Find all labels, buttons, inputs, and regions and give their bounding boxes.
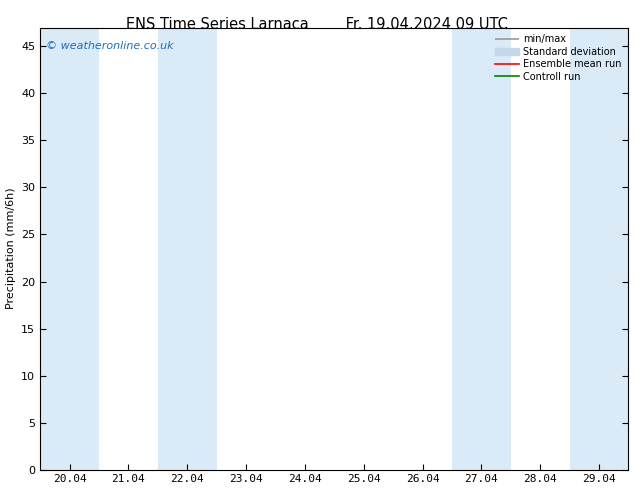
Bar: [40, 27, 99, 469]
Text: © weatheronline.co.uk: © weatheronline.co.uk: [46, 41, 174, 51]
Bar: [452, 27, 511, 469]
Y-axis label: Precipitation (mm/6h): Precipitation (mm/6h): [6, 188, 16, 309]
Text: ENS Time Series Larnaca        Fr. 19.04.2024 09 UTC: ENS Time Series Larnaca Fr. 19.04.2024 0…: [126, 17, 508, 32]
Bar: [569, 27, 628, 469]
Bar: [158, 27, 217, 469]
Legend: min/max, Standard deviation, Ensemble mean run, Controll run: min/max, Standard deviation, Ensemble me…: [493, 32, 624, 84]
